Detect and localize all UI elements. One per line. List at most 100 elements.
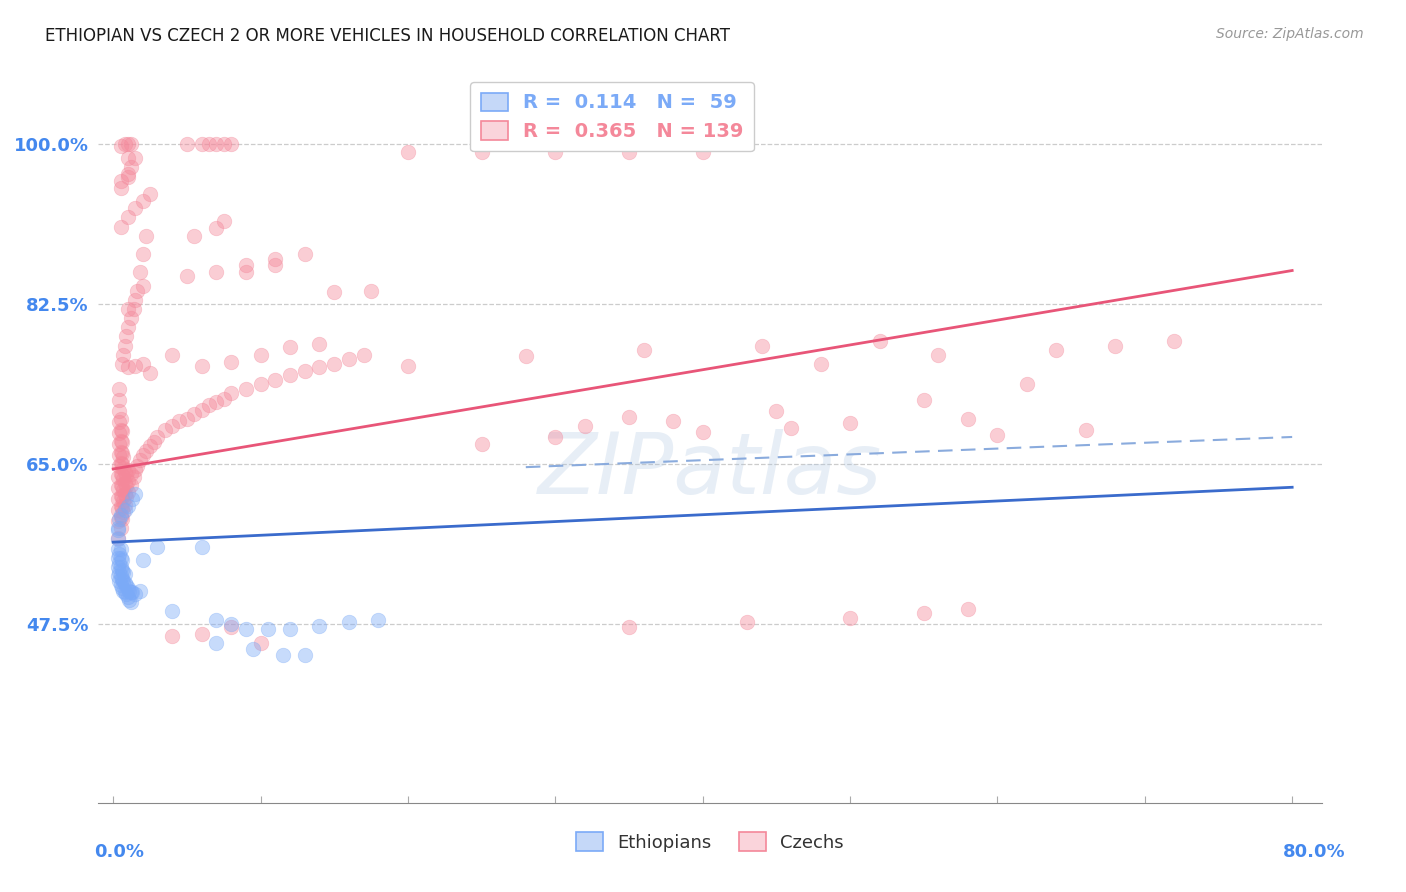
Point [751,338,773,352]
Point [107,523,129,537]
Point [108,393,131,408]
Point [135,228,157,243]
Point [308,360,330,375]
Point [121,585,143,599]
Text: 80.0%: 80.0% [1284,843,1346,861]
Point [249,348,271,362]
Point [114,486,136,500]
Point [111,512,134,526]
Point [111,458,134,472]
Point [131,279,153,293]
Point [112,505,135,519]
Point [735,615,758,629]
Point [107,533,129,547]
Point [633,343,655,357]
Point [219,617,242,632]
Point [110,541,132,556]
Point [110,510,132,524]
Point [110,444,132,458]
Point [107,492,129,507]
Point [367,613,389,627]
Point [110,550,132,565]
Point [117,463,139,477]
Point [278,340,301,354]
Point [212,214,235,228]
Point [117,484,139,499]
Point [839,611,862,625]
Point [205,265,228,279]
Point [111,553,134,567]
Point [1163,334,1185,348]
Point [765,404,787,418]
Point [212,137,235,152]
Point [294,364,316,378]
Point [257,622,280,636]
Point [235,622,257,636]
Point [128,583,150,598]
Point [219,137,242,152]
Point [190,402,212,417]
Point [986,428,1008,442]
Text: Source: ZipAtlas.com: Source: ZipAtlas.com [1216,27,1364,41]
Point [115,491,138,505]
Point [1045,343,1067,357]
Point [471,145,494,159]
Point [124,293,146,307]
Point [205,636,228,650]
Point [249,376,271,391]
Point [117,151,139,165]
Point [146,430,169,444]
Point [107,521,129,535]
Point [117,499,139,513]
Point [112,494,135,508]
Point [264,252,287,266]
Point [118,583,141,598]
Point [839,416,862,430]
Point [110,139,132,153]
Point [128,265,150,279]
Point [117,137,139,152]
Point [242,642,264,657]
Point [122,301,145,316]
Point [617,409,640,424]
Point [112,583,135,598]
Point [198,398,221,412]
Point [124,359,146,373]
Point [278,622,301,636]
Point [110,219,132,234]
Point [114,338,136,352]
Point [111,446,134,460]
Point [131,553,153,567]
Point [912,393,935,408]
Point [114,137,136,152]
Point [124,463,146,477]
Point [110,521,132,535]
Point [117,211,139,225]
Point [108,448,131,462]
Point [112,574,135,589]
Point [117,474,139,488]
Point [111,479,134,493]
Point [114,576,136,591]
Point [114,567,136,582]
Point [112,348,135,362]
Point [120,594,142,608]
Point [169,413,191,427]
Point [111,563,134,577]
Point [337,615,360,629]
Point [115,578,138,592]
Point [124,587,146,601]
Point [107,514,129,528]
Point [107,559,129,574]
Point [205,137,228,152]
Point [1015,376,1038,391]
Point [190,626,212,640]
Text: ETHIOPIAN VS CZECH 2 OR MORE VEHICLES IN HOUSEHOLD CORRELATION CHART: ETHIOPIAN VS CZECH 2 OR MORE VEHICLES IN… [45,27,730,45]
Point [264,373,287,387]
Point [278,368,301,382]
Point [110,559,132,574]
Point [108,415,131,429]
Point [118,592,141,607]
Point [111,581,134,595]
Point [574,419,596,434]
